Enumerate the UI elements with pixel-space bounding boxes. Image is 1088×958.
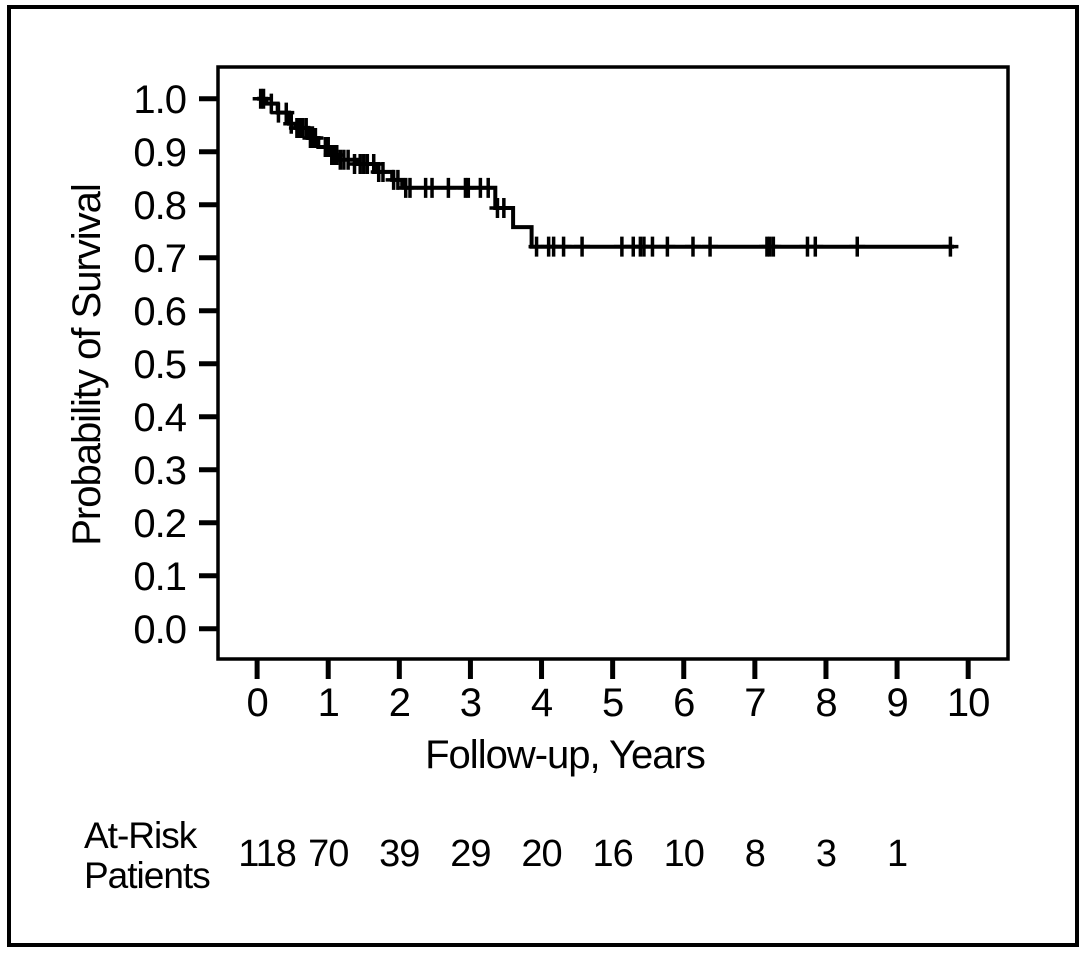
y-tick-label: 0.9 [133, 131, 186, 175]
censor-mark [574, 236, 591, 257]
censor-mark [298, 117, 315, 138]
censor-mark [555, 236, 572, 257]
censor-mark [374, 161, 391, 182]
at-risk-label-line2: Patients [84, 855, 210, 896]
censor-mark [328, 144, 345, 165]
censor-mark [495, 197, 512, 218]
x-tick-label: 0 [246, 681, 267, 725]
at-risk-count: 10 [664, 833, 704, 875]
y-tick-label: 0.7 [133, 237, 186, 281]
x-tick-label: 6 [673, 681, 694, 725]
x-axis-title: Follow-up, Years [425, 733, 705, 777]
y-tick-label: 0.8 [133, 184, 186, 228]
at-risk-count: 16 [593, 833, 633, 875]
at-risk-label-line1: At-Risk [84, 815, 198, 856]
y-tick-label: 0.6 [133, 290, 186, 334]
at-risk-count: 118 [238, 833, 296, 875]
censor-mark [684, 236, 701, 257]
y-tick-label: 0.5 [133, 343, 186, 387]
y-tick-label: 0.4 [133, 396, 186, 440]
censor-mark [307, 128, 324, 149]
censor-mark [440, 177, 457, 198]
x-axis-ticks [254, 659, 971, 679]
x-tick-label: 7 [744, 681, 765, 725]
x-tick-label: 9 [886, 681, 907, 725]
censor-mark [807, 236, 824, 257]
censor-mark [424, 177, 441, 198]
censor-mark [401, 177, 418, 198]
censor-mark [849, 236, 866, 257]
censor-mark [255, 88, 272, 109]
y-tick-label: 0.1 [133, 555, 186, 599]
at-risk-count: 20 [521, 833, 561, 875]
censor-mark [278, 102, 295, 123]
x-tick-label: 8 [815, 681, 836, 725]
y-tick-label: 0.0 [133, 608, 186, 652]
censor-mark [644, 236, 661, 257]
at-risk-count: 39 [379, 833, 419, 875]
censor-marks [252, 88, 959, 257]
x-tick-label: 2 [389, 681, 410, 725]
x-axis-tick-labels: 0 1 2 3 4 5 6 7 8 9 10 [246, 681, 990, 725]
x-tick-label: 3 [460, 681, 481, 725]
censor-mark [765, 236, 782, 257]
censor-mark [942, 236, 959, 257]
at-risk-count: 8 [745, 833, 765, 875]
y-axis-tick-labels: 0.0 0.1 0.2 0.3 0.4 0.5 0.6 0.7 0.8 0.9 1.0 [133, 78, 187, 652]
x-tick-label: 1 [318, 681, 339, 725]
y-axis-title: Probability of Survival [65, 184, 109, 546]
at-risk-count: 3 [816, 833, 836, 875]
at-risk-values: 118 70 39 29 20 16 10 8 3 1 [238, 833, 908, 875]
at-risk-row: At-Risk Patients 118 70 39 29 20 16 10 8 3 1 [84, 815, 908, 896]
censor-mark [480, 177, 497, 198]
censor-mark [263, 93, 280, 114]
x-tick-label: 10 [947, 681, 990, 725]
y-tick-label: 0.3 [133, 449, 186, 493]
at-risk-count: 70 [308, 833, 348, 875]
x-tick-label: 5 [602, 681, 623, 725]
at-risk-count: 1 [887, 833, 907, 875]
y-tick-label: 1.0 [133, 78, 186, 122]
x-tick-label: 4 [531, 681, 553, 725]
censor-mark [702, 236, 719, 257]
censor-mark [659, 236, 676, 257]
y-tick-label: 0.2 [133, 502, 186, 546]
y-axis-ticks [199, 96, 218, 632]
at-risk-count: 29 [450, 833, 490, 875]
